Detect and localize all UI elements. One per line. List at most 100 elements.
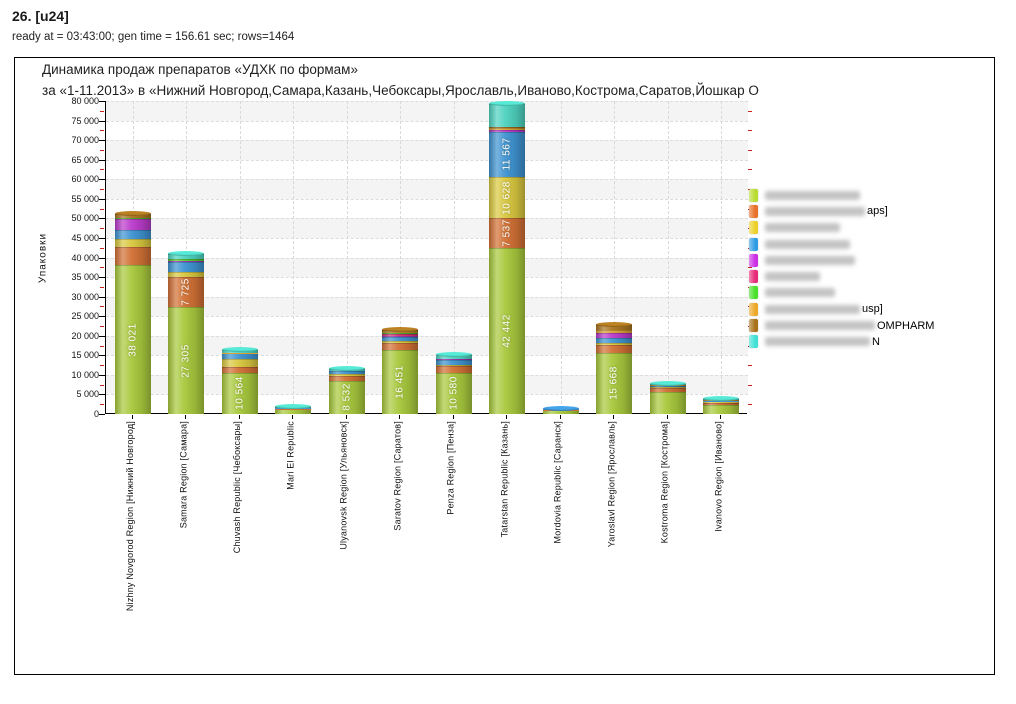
v-gridline: [400, 101, 402, 414]
y-tick-label: 65 000: [71, 154, 99, 165]
bar-segment: [596, 330, 633, 333]
bar-segment: [382, 335, 419, 337]
chart-container: Динамика продаж препаратов «УДХК по форм…: [14, 57, 995, 675]
legend-color-swatch: [749, 237, 758, 251]
bar-segment: [168, 254, 205, 260]
y-minor-tick-left: [100, 110, 104, 112]
bar-segment: [489, 176, 526, 219]
grid-band: [106, 160, 748, 180]
legend-color-swatch: [749, 302, 758, 316]
x-category-label: Tatarstan Republic [Казань]: [499, 421, 510, 538]
y-minor-tick-right: [748, 267, 752, 269]
y-major-tick: [99, 198, 105, 200]
bar-segment: [489, 104, 526, 127]
v-gridline: [453, 101, 455, 414]
bar-cap-ellipse: [221, 346, 258, 352]
legend-color-swatch: [749, 319, 758, 333]
x-tick: [613, 415, 615, 419]
legend-item: [749, 268, 994, 284]
legend-color-swatch: [749, 204, 758, 218]
y-tick-label: 80 000: [71, 96, 99, 106]
v-gridline: [293, 101, 295, 414]
bar-segment: [382, 341, 419, 343]
bar-segment: [114, 247, 151, 266]
bar-segment: [328, 374, 365, 377]
bar-cap-ellipse: [542, 405, 579, 411]
bar-segment: [435, 360, 472, 365]
y-minor-tick-left: [100, 189, 104, 191]
x-category-label: Penza Region [Пенза]: [445, 421, 456, 515]
y-tick-label: 70 000: [71, 135, 99, 146]
bar-segment: [596, 324, 633, 330]
legend-item: [749, 236, 994, 252]
h-gridline: [106, 374, 748, 376]
y-minor-tick-left: [100, 384, 104, 386]
grid-band: [106, 218, 748, 238]
legend-redacted-text: [765, 304, 860, 314]
bar-segment: [435, 372, 472, 414]
bar-segment: [703, 402, 740, 405]
bar-segment: [542, 410, 579, 414]
x-tick: [559, 415, 561, 419]
v-gridline: [239, 101, 241, 414]
y-major-tick: [99, 179, 105, 181]
h-gridline: [106, 257, 748, 259]
y-major-tick: [99, 277, 105, 279]
bar-segment: [382, 334, 419, 336]
y-minor-tick-left: [100, 169, 104, 171]
y-major-tick: [99, 316, 105, 318]
h-gridline: [106, 316, 748, 318]
legend-redacted-text: [765, 223, 840, 233]
y-tick-label: 30 000: [71, 291, 99, 302]
legend-label-suffix: usp]: [862, 303, 883, 316]
v-gridline: [614, 101, 616, 414]
x-category-label: Samara Region [Самара]: [178, 421, 189, 529]
bar-value-label: 16 451: [394, 365, 406, 399]
y-minor-tick-left: [100, 306, 104, 308]
x-tick: [452, 415, 454, 419]
bar-value-label: 42 442: [501, 314, 513, 348]
bar-value-label: 11 567: [501, 137, 513, 171]
bar-segment: [114, 230, 151, 240]
y-minor-tick-left: [100, 130, 104, 132]
y-tick-label: 60 000: [71, 174, 99, 185]
bar-cap-ellipse: [703, 395, 740, 401]
bar-segment: [328, 371, 365, 375]
x-tick: [238, 415, 240, 419]
y-major-tick: [99, 101, 105, 102]
bar-cap-ellipse: [328, 366, 365, 372]
chart-title-line2: за «1-11.2013» в «Нижний Новгород,Самара…: [42, 83, 759, 98]
bar-value-label: 8 532: [341, 383, 353, 412]
bar-segment: [382, 331, 419, 333]
bar-cap-ellipse: [596, 321, 633, 327]
y-tick-label: 35 000: [71, 272, 99, 283]
grid-band: [106, 374, 748, 395]
bar-segment: [596, 342, 633, 345]
chart-title-line1: Динамика продаж препаратов «УДХК по форм…: [42, 62, 358, 77]
bar-segment: [489, 128, 526, 130]
x-category-label: Yaroslavl Region [Ярославль]: [606, 421, 617, 548]
bar-segment: [382, 342, 419, 350]
v-gridline: [346, 101, 348, 414]
legend-label-suffix: aps]: [867, 205, 888, 218]
x-tick: [292, 415, 294, 419]
bar-segment: [168, 307, 205, 414]
bar-value-label: 7 725: [180, 278, 192, 306]
y-tick-label: 45 000: [71, 232, 99, 243]
y-major-tick: [99, 414, 105, 415]
y-tick-label: 20 000: [71, 330, 99, 341]
y-major-tick: [99, 394, 105, 396]
legend-color-swatch: [749, 253, 758, 267]
grid-band: [106, 199, 748, 219]
bar-segment: [489, 218, 526, 248]
y-minor-tick-left: [100, 325, 104, 327]
h-gridline: [106, 237, 748, 239]
legend-item: usp]: [749, 301, 994, 317]
h-gridline: [106, 140, 748, 142]
legend-item: [749, 252, 994, 268]
y-minor-tick-right: [748, 169, 752, 171]
bar-segment: [596, 352, 633, 414]
y-major-tick: [99, 355, 105, 357]
y-tick-label: 25 000: [71, 311, 99, 322]
